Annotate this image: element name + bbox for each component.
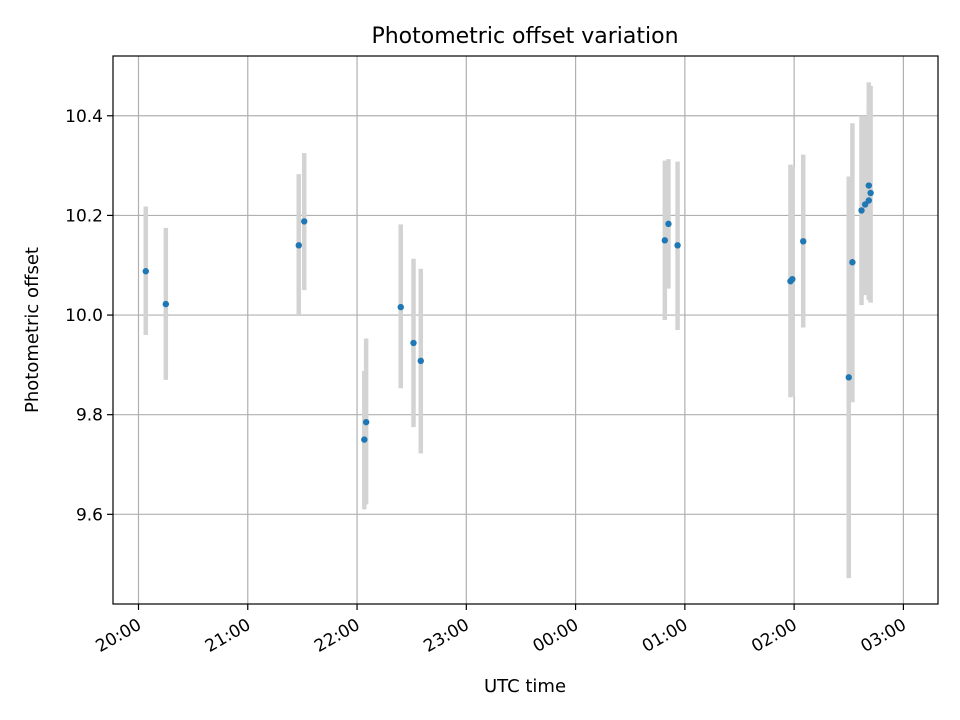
data-point	[362, 418, 370, 426]
x-tick-label: 22:00	[311, 615, 363, 657]
data-point	[301, 218, 308, 225]
tick-layer: 20:00 21:00 22:00 23:00 00:00 01:00 02:00 03:00…	[65, 107, 910, 657]
data-point	[858, 207, 865, 214]
y-tick-label: 10.4	[65, 107, 103, 127]
data-point	[789, 275, 796, 283]
x-axis-label: UTC time	[484, 676, 566, 697]
x-tick-label: 20:00	[93, 615, 145, 657]
data-point	[410, 339, 417, 347]
data-point	[865, 197, 872, 204]
x-tick-label: 23:00	[420, 615, 472, 657]
data-point	[867, 189, 874, 197]
data-point	[661, 237, 669, 244]
y-tick-label: 10.2	[65, 206, 103, 226]
data-point	[397, 303, 404, 311]
plot-frame	[112, 55, 939, 605]
data-point	[849, 259, 856, 266]
x-tick-label: 21:00	[202, 615, 254, 657]
data-point-layer	[142, 182, 874, 443]
x-tick-label: 03:00	[857, 615, 909, 657]
y-tick-label: 10.0	[65, 306, 103, 326]
x-tick-label: 01:00	[639, 615, 691, 657]
data-point	[361, 436, 368, 443]
data-point	[865, 182, 872, 189]
data-point	[142, 268, 149, 275]
data-point	[800, 238, 807, 245]
chart-title: Photometric offset variation	[371, 24, 678, 49]
error-bar-layer	[143, 82, 873, 579]
x-tick-label: 00:00	[530, 615, 582, 657]
grid-layer	[113, 56, 938, 604]
data-point	[295, 242, 302, 249]
data-point	[674, 242, 681, 249]
data-point	[417, 357, 424, 365]
data-point	[162, 300, 170, 308]
y-tick-label: 9.6	[76, 505, 103, 525]
data-point	[665, 220, 672, 228]
y-tick-label: 9.8	[76, 406, 103, 426]
y-axis-label: Photometric offset	[22, 247, 43, 413]
x-tick-label: 02:00	[748, 615, 800, 657]
data-point	[845, 374, 852, 381]
